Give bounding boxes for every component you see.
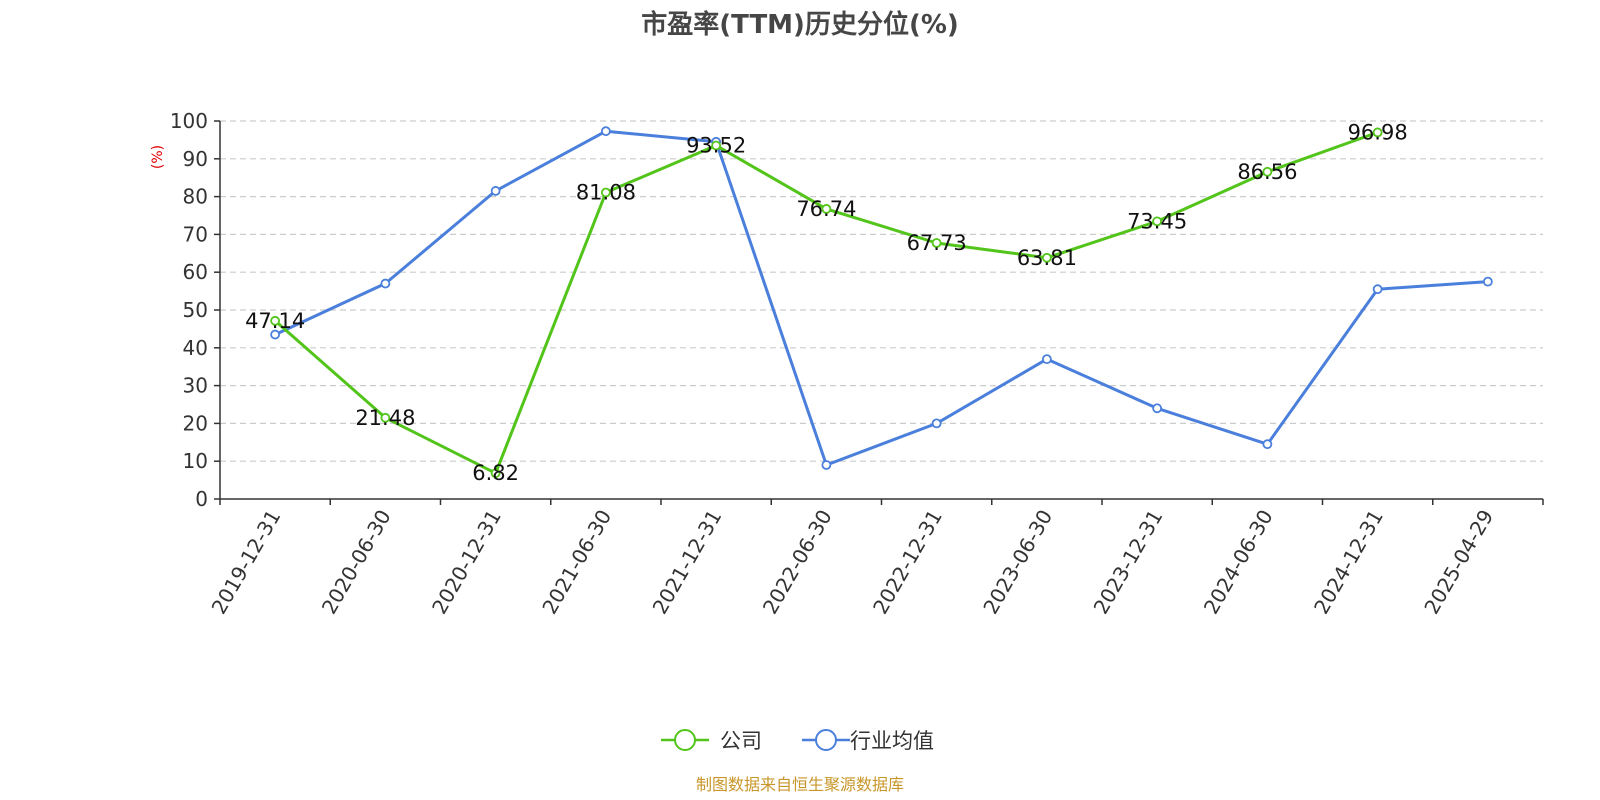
- data-label: 63.81: [1017, 246, 1077, 270]
- x-tick-label: 2021-12-31: [648, 506, 727, 619]
- data-label: 47.14: [245, 309, 305, 333]
- data-point: [600, 126, 611, 137]
- x-tick-label: 2020-12-31: [427, 506, 506, 619]
- data-labels: 47.14 21.48 6.82 81.08 93.52 76.74 67.73 63.81 7…: [245, 120, 1408, 485]
- data-point: [1262, 439, 1273, 450]
- data-point: [1152, 216, 1163, 227]
- x-tick-label: 2022-12-31: [868, 506, 947, 619]
- data-point: [270, 329, 281, 340]
- y-tick-label: 70: [183, 222, 208, 246]
- chart-title: 市盈率(TTM)历史分位(%): [641, 9, 959, 40]
- data-point: [1372, 127, 1383, 138]
- x-tick-label: 2021-06-30: [537, 506, 616, 619]
- data-label: 76.74: [796, 197, 856, 221]
- source-note: 制图数据来自恒生聚源数据库: [696, 775, 904, 794]
- x-tick-label: 2020-06-30: [317, 506, 396, 619]
- data-point: [1041, 252, 1052, 263]
- data-point: [711, 140, 722, 151]
- x-tick-label: 2019-12-31: [207, 506, 286, 619]
- data-point: [380, 278, 391, 289]
- x-tick-label: 2023-06-30: [978, 506, 1057, 619]
- y-tick-label: 20: [183, 411, 208, 435]
- y-axis-label: (%): [150, 145, 166, 169]
- legend-marker-1: [815, 729, 837, 751]
- data-point: [490, 186, 501, 196]
- y-tick-label: 40: [183, 336, 208, 360]
- grid-lines: [220, 120, 1543, 462]
- data-label: 6.82: [472, 461, 519, 485]
- y-tick-label: 50: [183, 298, 208, 322]
- data-label: 96.98: [1348, 120, 1408, 144]
- y-tick-label: 60: [183, 260, 208, 284]
- data-point: [490, 468, 501, 479]
- data-point: [270, 315, 281, 326]
- data-point: [1372, 284, 1383, 295]
- data-label: 81.08: [576, 181, 636, 205]
- series-line-1: [274, 129, 1489, 467]
- x-tick-label: 2023-12-31: [1089, 506, 1168, 619]
- legend[interactable]: 公司 行业均值: [661, 729, 934, 753]
- data-point: [821, 460, 832, 470]
- data-point: [1482, 276, 1493, 287]
- series-group: [270, 126, 1493, 479]
- data-label: 21.48: [355, 406, 415, 430]
- x-tick-label: 2022-06-30: [758, 506, 837, 619]
- y-tick-label: 90: [183, 147, 208, 171]
- x-tick-label: 2025-04-29: [1419, 506, 1498, 619]
- y-tick-label: 30: [183, 374, 208, 398]
- data-point: [600, 187, 611, 198]
- data-point: [1152, 403, 1163, 414]
- x-axis-ticks: 2019-12-31 2020-06-30 2020-12-31 2021-06-30…: [207, 499, 1544, 619]
- data-label: 93.52: [686, 133, 746, 157]
- data-label: 67.73: [907, 231, 967, 255]
- y-tick-label: 10: [183, 449, 208, 473]
- y-tick-label: 0: [195, 487, 208, 511]
- series-line-0: [274, 130, 1379, 475]
- data-label: 73.45: [1127, 209, 1187, 233]
- y-axis-ticks: 0 10 20 30 40 50 60 70 80 90 100: [170, 109, 220, 511]
- y-tick-label: 80: [183, 185, 208, 209]
- data-point: [931, 418, 942, 429]
- legend-label-1: 行业均值: [850, 729, 934, 753]
- data-point: [1262, 166, 1273, 177]
- x-tick-label: 2024-12-31: [1309, 506, 1388, 619]
- x-tick-label: 2024-06-30: [1199, 506, 1278, 619]
- data-point: [1041, 354, 1052, 365]
- data-point: [931, 238, 942, 248]
- y-tick-label: 100: [170, 109, 208, 133]
- data-point: [380, 412, 391, 423]
- legend-marker-0: [674, 729, 696, 751]
- data-point: [821, 204, 832, 214]
- legend-label-0: 公司: [720, 729, 762, 753]
- data-label: 86.56: [1237, 160, 1297, 184]
